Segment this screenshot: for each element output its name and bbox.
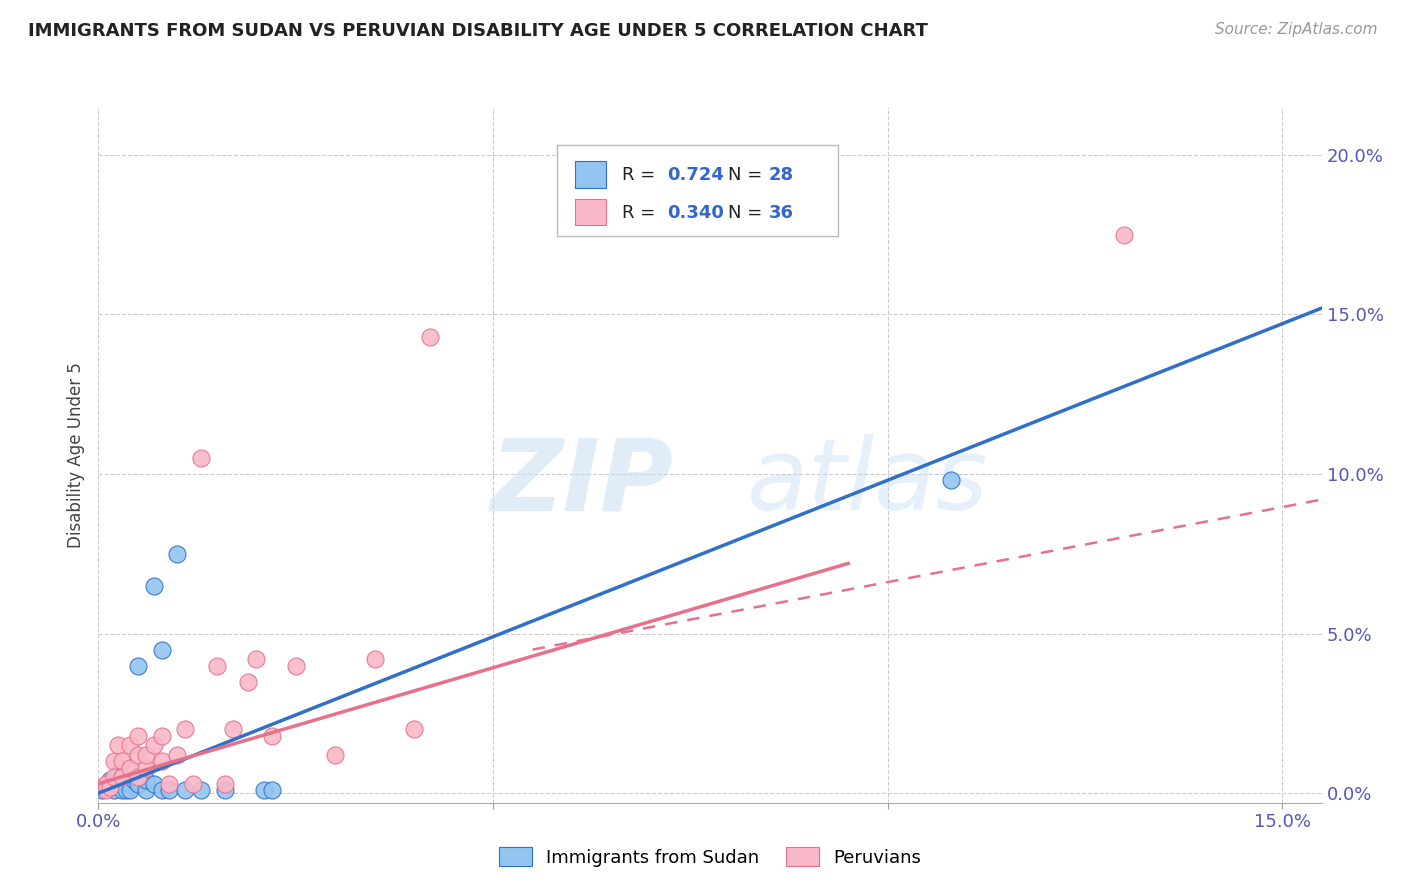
Point [96,783,118,797]
Point [159,783,181,797]
Point [96,780,118,794]
Point [323,747,346,762]
Point [111,770,134,784]
Point [107,767,129,781]
Point [135,747,157,762]
FancyBboxPatch shape [575,199,606,226]
Point [260,729,283,743]
Point [245,652,267,666]
Point [404,723,426,737]
Text: 36: 36 [769,203,794,222]
Point [91,780,114,794]
Point [939,474,962,488]
Point [111,754,134,768]
Text: R =: R = [621,166,661,185]
Point [142,579,165,593]
Text: 28: 28 [769,166,794,185]
Text: IMMIGRANTS FROM SUDAN VS PERUVIAN DISABILITY AGE UNDER 5 CORRELATION CHART: IMMIGRANTS FROM SUDAN VS PERUVIAN DISABI… [28,22,928,40]
Point [174,783,197,797]
Point [118,739,141,753]
Point [221,723,243,737]
Point [96,777,118,791]
Point [214,777,236,791]
Point [190,451,212,466]
Point [115,783,138,797]
FancyBboxPatch shape [557,145,838,235]
Point [238,674,260,689]
Point [111,783,134,797]
Text: Source: ZipAtlas.com: Source: ZipAtlas.com [1215,22,1378,37]
Point [150,783,173,797]
Point [159,777,181,791]
Point [103,770,125,784]
Point [127,729,149,743]
Text: ZIP: ZIP [491,434,673,532]
Point [214,783,236,797]
Point [107,739,129,753]
Point [118,783,141,797]
Point [150,754,173,768]
Point [127,658,149,673]
Point [150,642,173,657]
Point [1114,227,1136,242]
Point [150,729,173,743]
Point [118,777,141,791]
Point [103,783,125,797]
Point [135,761,157,775]
Point [111,770,134,784]
Point [98,773,121,788]
Text: N =: N = [728,166,768,185]
Point [190,783,212,797]
Point [284,658,307,673]
Point [166,747,188,762]
Y-axis label: Disability Age Under 5: Disability Age Under 5 [66,362,84,548]
Point [127,777,149,791]
Point [419,330,441,344]
Legend: Immigrants from Sudan, Peruvians: Immigrants from Sudan, Peruvians [492,840,928,874]
Point [127,770,149,784]
Point [166,547,188,561]
Text: 0.340: 0.340 [668,203,724,222]
Text: atlas: atlas [747,434,988,532]
Point [122,773,145,788]
Point [98,780,121,794]
FancyBboxPatch shape [575,161,606,187]
Point [142,739,165,753]
Point [253,783,276,797]
Point [363,652,385,666]
Text: N =: N = [728,203,768,222]
Point [127,747,149,762]
Point [103,754,125,768]
Point [135,783,157,797]
Point [91,783,114,797]
Point [142,777,165,791]
Point [205,658,228,673]
Point [118,761,141,775]
Point [174,723,197,737]
Point [103,777,125,791]
Point [135,773,157,788]
Text: R =: R = [621,203,661,222]
Point [181,777,204,791]
Text: 0.724: 0.724 [668,166,724,185]
Point [260,783,283,797]
